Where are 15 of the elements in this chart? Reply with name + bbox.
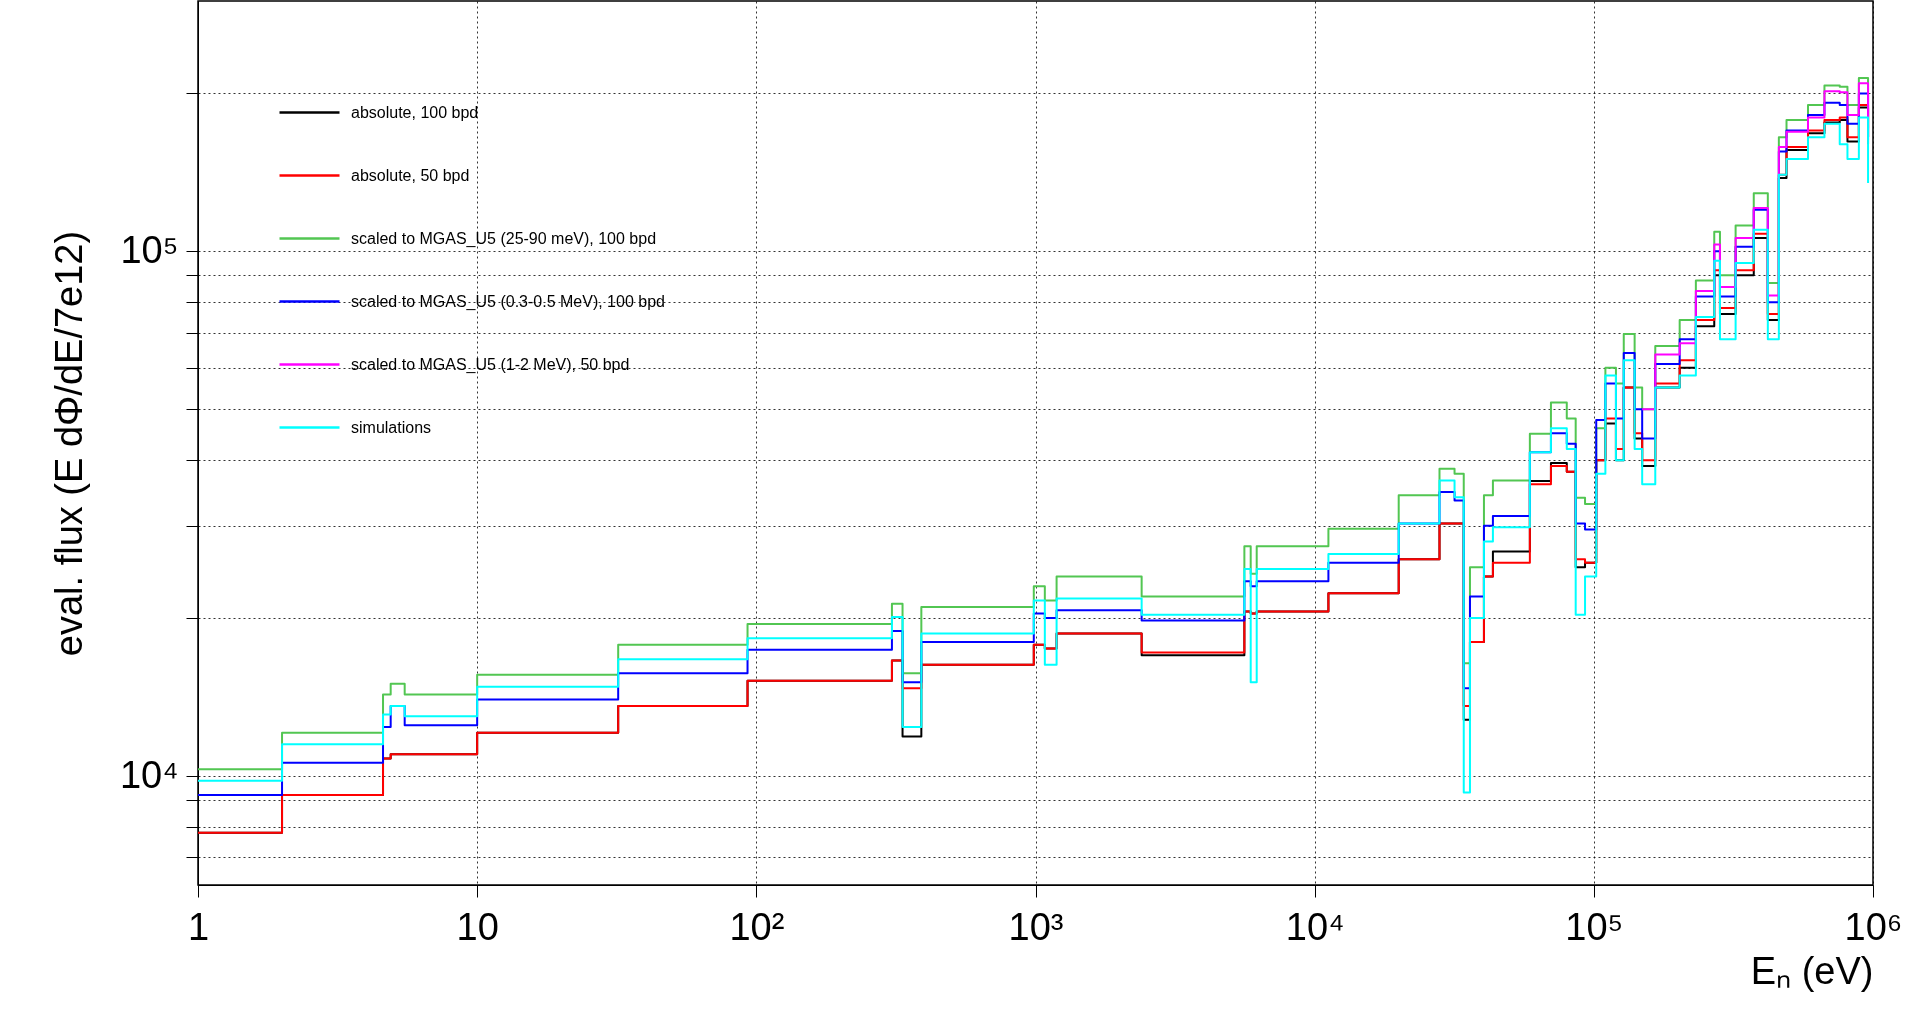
- x-tick-label: 10³: [1008, 905, 1064, 948]
- x-tick-label: 10⁵: [1565, 905, 1624, 948]
- x-tick-label: 10⁴: [1285, 905, 1345, 948]
- legend-label: absolute, 50 bpd: [351, 166, 470, 184]
- x-tick-label: 1: [187, 905, 210, 948]
- x-tick-label: 10²: [729, 905, 785, 948]
- legend-label: scaled to MGAS_U5 (1-2 MeV), 50 bpd: [351, 355, 630, 374]
- y-axis-title: eval. flux (E dΦ/dE/7e12): [47, 230, 90, 657]
- legend-label: simulations: [351, 418, 432, 436]
- x-tick-label: 10⁶: [1844, 905, 1903, 948]
- legend-label: absolute, 100 bpd: [351, 103, 479, 121]
- x-tick-label: 10: [456, 905, 499, 948]
- legend-label: scaled to MGAS_U5 (25-90 meV), 100 bpd: [351, 229, 657, 248]
- legend-label: scaled to MGAS_U5 (0.3-0.5 MeV), 100 bpd: [351, 292, 665, 311]
- x-axis-title: Eₙ (eV): [1750, 949, 1874, 992]
